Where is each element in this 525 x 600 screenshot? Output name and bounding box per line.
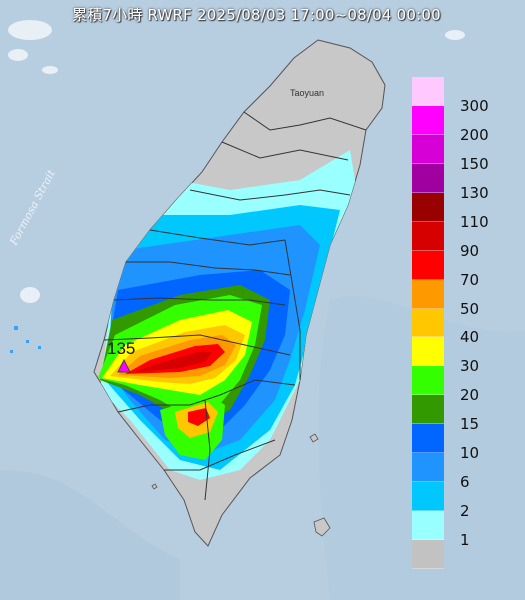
triangle-marker [117,358,131,373]
legend: 300 200 150 130 110 90 70 50 40 30 20 15 10 6 2 1 [412,77,512,569]
rain-90 [135,352,212,372]
legend-label: 200 [460,125,489,144]
taoyuan-label: Taoyuan [290,88,324,98]
legend-label: 30 [460,357,480,376]
legend-swatch [412,308,444,338]
legend-label: 130 [460,183,489,202]
legend-swatch [412,221,444,251]
max-value-label: 135 [107,339,135,358]
map-title: 累積7小時 RWRF 2025/08/03 17:00~08/04 00:00 [72,6,441,24]
legend-label: 2 [460,502,470,521]
legend-swatch [412,105,444,135]
green-island [309,433,319,443]
legend-label: 110 [460,212,489,231]
orchid-island [313,517,331,537]
legend-swatch [412,337,444,367]
sea-texture [0,470,180,600]
legend-label: 90 [460,241,480,260]
legend-swatch [412,250,444,280]
legend-label: 50 [460,299,480,318]
legend-label: 70 [460,270,480,289]
rain-south-70 [188,408,210,426]
legend-swatch [412,395,444,425]
legend-swatch [412,77,444,106]
legend-swatch [412,453,444,483]
legend-label: 15 [460,415,480,434]
legend-swatch [412,192,444,222]
legend-label: 20 [460,386,480,405]
county-boundaries [103,111,367,501]
cloud-speckles [8,20,465,303]
legend-label: 150 [460,154,489,173]
legend-swatch [412,134,444,164]
legend-swatch [412,540,444,569]
legend-swatch [412,279,444,309]
legend-swatch [412,366,444,396]
legend-label: 6 [460,473,470,492]
legend-swatch [412,163,444,193]
legend-label: 300 [460,96,489,115]
legend-swatch [412,482,444,512]
legend-label: 1 [460,531,470,550]
legend-label: 40 [460,328,480,347]
legend-label: 10 [460,444,480,463]
legend-swatch [412,424,444,454]
legend-swatch [412,511,444,541]
liuqiu-island [151,483,158,490]
penghu-islands [10,326,41,353]
